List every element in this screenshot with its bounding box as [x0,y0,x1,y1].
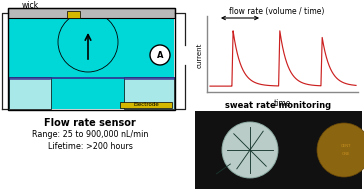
Text: flow rate (volume / time): flow rate (volume / time) [229,7,324,16]
Circle shape [317,123,364,177]
Text: time: time [274,99,291,108]
Text: CENT: CENT [341,144,351,148]
Text: wick: wick [22,2,39,11]
Circle shape [222,122,278,178]
Text: Flow rate sensor: Flow rate sensor [44,118,136,128]
Text: Range: 25 to 900,000 nL/min: Range: 25 to 900,000 nL/min [32,130,148,139]
Bar [8,8,175,18]
Bar [195,111,362,189]
Bar [9,77,51,109]
Bar [124,77,174,109]
Bar [120,102,172,108]
Text: sweat rate monitoring: sweat rate monitoring [225,101,332,110]
Bar [8,8,175,110]
Bar [9,18,174,109]
Text: A: A [157,50,163,60]
Circle shape [150,45,170,65]
Text: Lifetime: >200 hours: Lifetime: >200 hours [48,142,132,151]
Circle shape [58,12,118,72]
Bar [67,11,80,18]
Text: Electrode: Electrode [133,102,159,108]
Text: current: current [197,42,203,68]
Text: ONE: ONE [342,152,350,156]
